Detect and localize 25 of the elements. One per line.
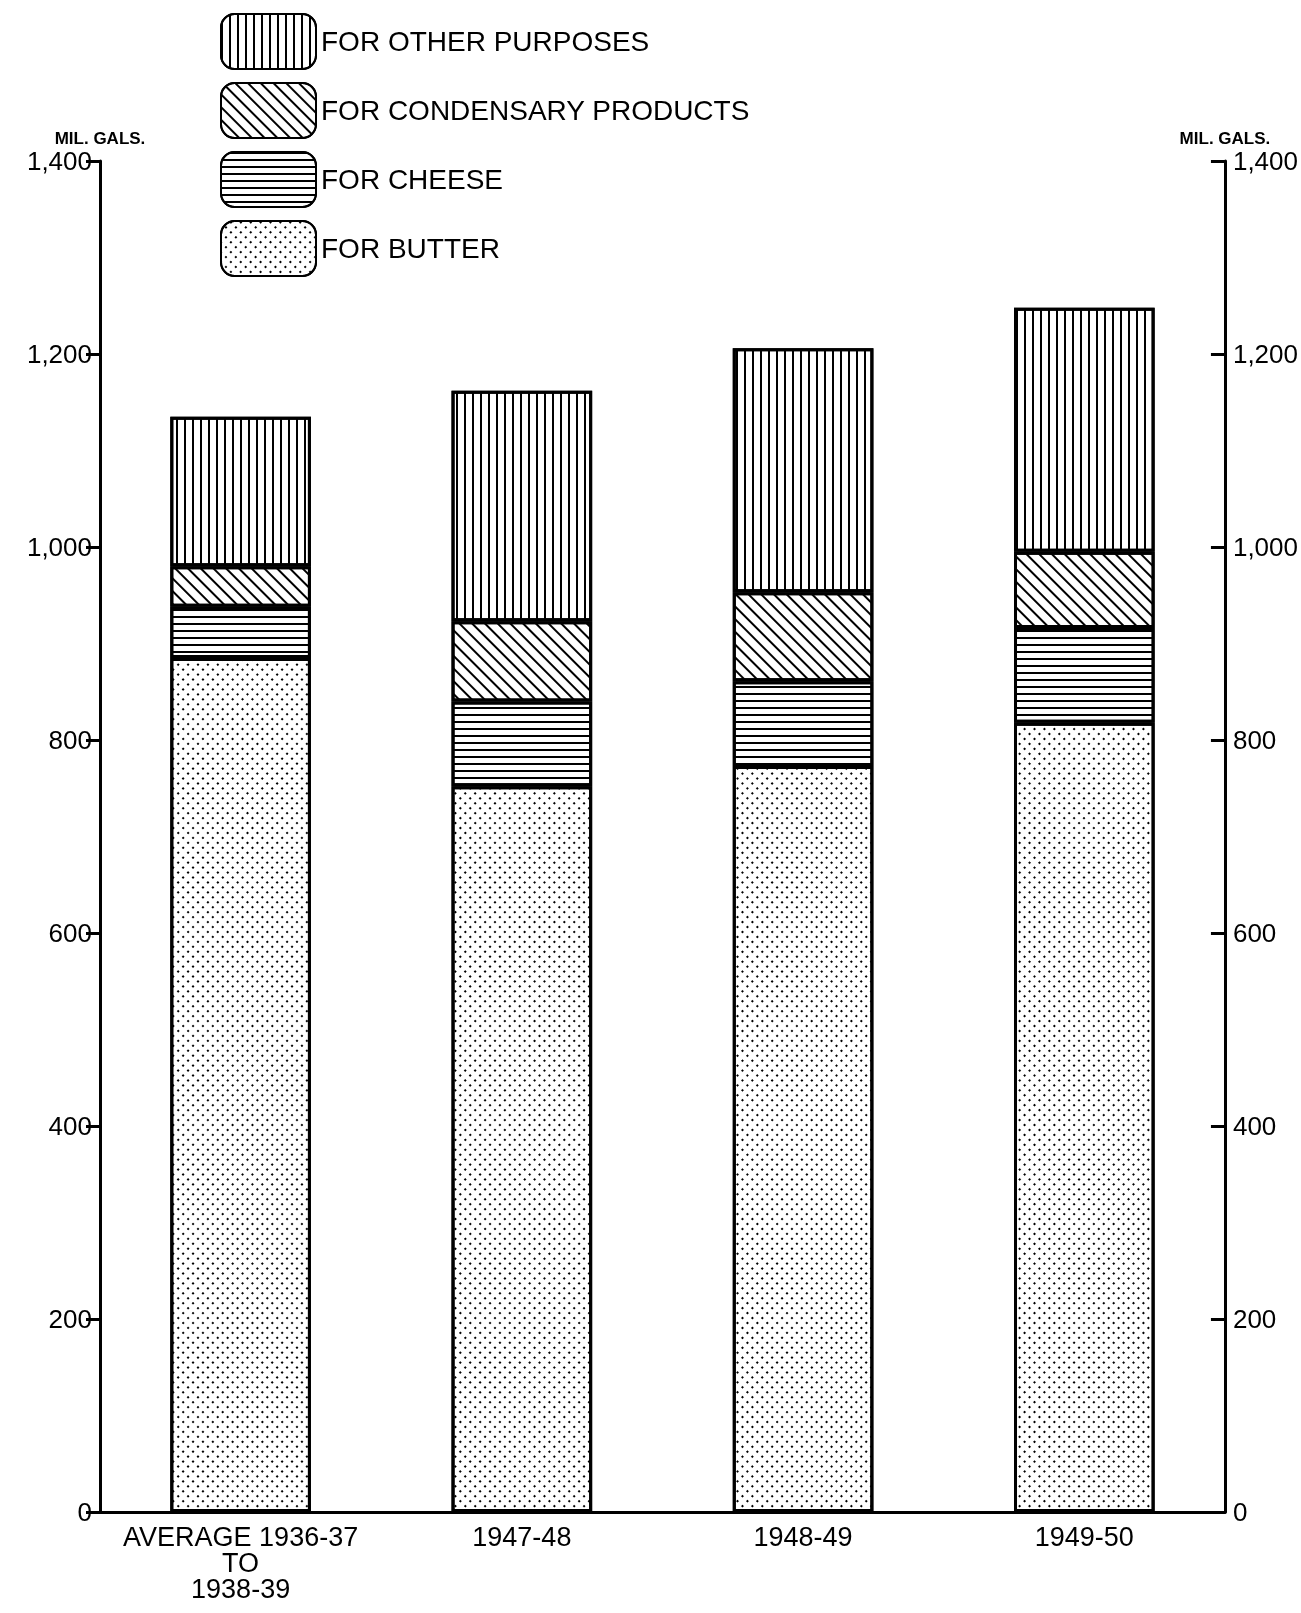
y-tick-label: 800 [48,725,92,755]
y-tick-label: 200 [48,1304,92,1334]
y2-tick-label: 800 [1232,725,1277,755]
y-tick-label: 600 [48,918,92,948]
y2-tick-label: 400 [1232,1111,1277,1141]
y2-tick-label: 1,200 [1232,339,1299,369]
x-tick-label: AVERAGE 1936-37 TO 1938-39 [123,1522,359,1604]
y2-tick-label: 1,400 [1232,146,1299,176]
y-axis-title: MIL. GALS. [54,129,146,148]
y2-tick-label: 0 [1232,1497,1248,1527]
legend-label: FOR CHEESE [321,164,504,195]
x-tick-label: 1949-50 [1034,1522,1134,1552]
y-tick-label: 1,200 [26,339,92,369]
y2-axis-title: MIL. GALS. [1179,129,1271,148]
y2-tick-label: 1,000 [1232,532,1299,562]
legend-label: FOR CONDENSARY PRODUCTS [321,95,750,126]
y-tick-label: 1,000 [26,532,92,562]
x-tick-label: 1948-49 [753,1522,853,1552]
y-tick-label: 400 [48,1111,92,1141]
y2-tick-label: 600 [1232,918,1277,948]
legend-label: FOR OTHER PURPOSES [321,26,650,57]
legend-label: FOR BUTTER [321,233,500,264]
y-tick-label: 1,400 [26,146,92,176]
x-tick-label: 1947-48 [472,1522,572,1552]
y2-tick-label: 200 [1232,1304,1277,1334]
